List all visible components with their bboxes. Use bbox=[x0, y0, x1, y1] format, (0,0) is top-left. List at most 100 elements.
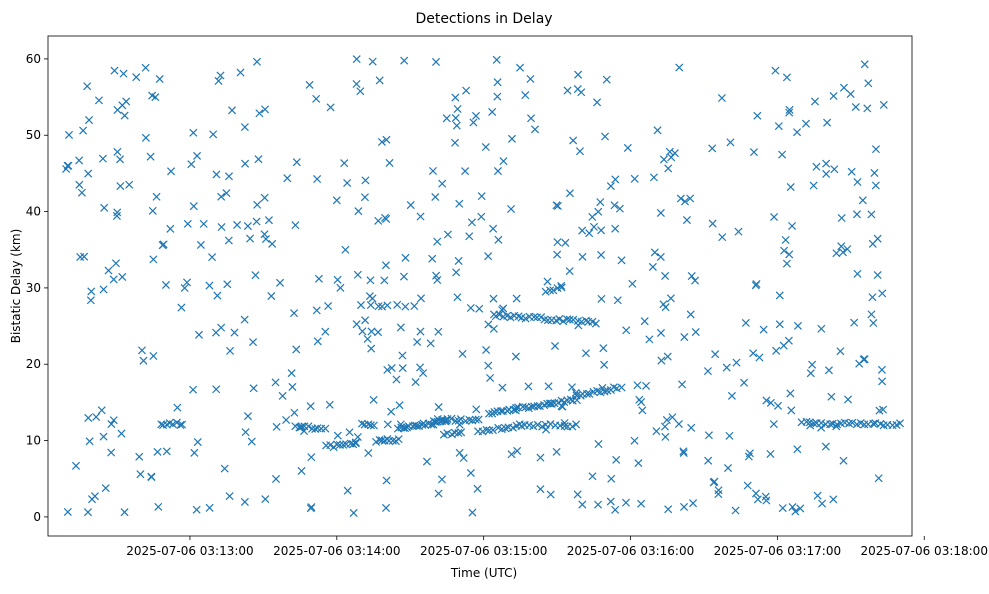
detection-marker bbox=[190, 448, 199, 457]
detection-marker bbox=[326, 103, 335, 112]
detection-marker bbox=[261, 495, 270, 504]
detection-marker bbox=[429, 417, 438, 426]
detection-marker bbox=[549, 286, 558, 295]
detection-marker bbox=[312, 94, 321, 103]
detection-marker bbox=[382, 135, 391, 144]
detection-marker bbox=[652, 427, 661, 436]
detection-marker bbox=[871, 181, 880, 190]
detection-marker bbox=[271, 378, 280, 387]
detection-marker bbox=[550, 341, 560, 351]
detection-marker bbox=[778, 150, 787, 159]
detection-marker bbox=[871, 145, 880, 154]
detection-marker bbox=[137, 346, 147, 355]
detection-marker bbox=[466, 303, 475, 313]
detection-marker bbox=[864, 79, 873, 88]
detection-marker bbox=[243, 412, 252, 421]
detection-marker bbox=[282, 415, 291, 425]
detection-marker bbox=[679, 447, 688, 456]
detection-marker bbox=[264, 216, 273, 225]
detection-marker bbox=[484, 252, 493, 261]
detection-marker bbox=[481, 142, 490, 152]
detection-marker bbox=[458, 349, 467, 358]
detection-marker bbox=[593, 98, 602, 107]
detection-marker bbox=[208, 253, 217, 262]
detection-marker bbox=[521, 314, 530, 323]
detection-marker bbox=[153, 447, 162, 456]
detection-marker bbox=[367, 344, 376, 353]
detection-marker bbox=[543, 316, 552, 325]
detection-marker bbox=[469, 118, 478, 127]
detection-marker bbox=[546, 286, 555, 295]
detection-marker bbox=[141, 133, 150, 142]
detection-marker bbox=[710, 477, 719, 486]
detection-marker bbox=[589, 222, 598, 231]
detection-marker bbox=[233, 220, 242, 229]
detection-marker bbox=[732, 358, 741, 367]
detection-marker bbox=[686, 194, 695, 203]
detection-marker bbox=[437, 475, 446, 484]
detection-marker bbox=[793, 321, 802, 330]
detection-marker bbox=[471, 415, 480, 424]
detection-marker bbox=[656, 252, 665, 261]
detection-marker bbox=[802, 417, 811, 426]
detection-marker bbox=[369, 421, 378, 430]
detection-marker bbox=[158, 241, 167, 250]
detection-marker bbox=[680, 333, 689, 342]
detection-marker bbox=[451, 113, 460, 123]
detection-marker bbox=[166, 167, 176, 176]
detection-marker bbox=[588, 472, 597, 481]
detection-marker bbox=[477, 212, 486, 221]
detection-marker bbox=[99, 285, 108, 294]
detection-marker bbox=[401, 253, 410, 262]
detection-marker bbox=[557, 283, 566, 292]
detection-marker bbox=[375, 76, 384, 85]
detection-marker bbox=[581, 349, 591, 358]
detection-marker bbox=[785, 105, 794, 114]
detection-marker bbox=[822, 169, 831, 178]
detection-marker bbox=[118, 272, 127, 281]
detection-marker bbox=[192, 505, 201, 514]
detection-marker bbox=[243, 222, 252, 231]
detection-marker bbox=[691, 276, 700, 285]
detection-marker bbox=[718, 233, 727, 242]
detection-marker bbox=[600, 132, 610, 141]
detection-marker bbox=[778, 504, 787, 513]
detection-marker bbox=[360, 193, 369, 202]
detection-marker bbox=[132, 73, 141, 82]
detection-marker bbox=[513, 446, 522, 455]
detection-marker bbox=[526, 74, 535, 84]
detection-marker bbox=[687, 423, 696, 432]
detection-marker bbox=[704, 456, 713, 465]
detection-marker bbox=[314, 274, 323, 283]
detection-marker bbox=[628, 279, 637, 288]
detection-marker bbox=[664, 505, 673, 514]
detection-marker bbox=[226, 346, 235, 355]
detection-marker bbox=[149, 351, 158, 360]
detection-marker bbox=[119, 69, 128, 78]
detection-marker bbox=[724, 464, 733, 473]
y-tick-label: 30 bbox=[26, 281, 41, 295]
detection-marker bbox=[633, 381, 642, 390]
detection-marker bbox=[878, 377, 887, 386]
detection-marker bbox=[675, 63, 684, 72]
detection-marker bbox=[497, 406, 506, 416]
detection-marker bbox=[640, 317, 649, 326]
y-axis-label: Bistatic Delay (km) bbox=[9, 229, 23, 344]
detection-marker bbox=[291, 221, 300, 230]
detection-marker bbox=[530, 125, 540, 134]
detection-marker bbox=[516, 63, 525, 72]
detection-marker bbox=[809, 419, 818, 428]
detection-marker bbox=[860, 355, 869, 364]
detection-marker bbox=[288, 382, 297, 391]
detection-marker bbox=[223, 280, 232, 289]
detection-marker bbox=[656, 208, 665, 217]
detection-marker bbox=[541, 287, 550, 296]
detection-marker bbox=[821, 442, 830, 451]
detection-marker bbox=[321, 424, 330, 433]
detection-marker bbox=[352, 79, 361, 88]
x-axis: 2025-07-06 03:13:00 2025-07-06 03:14:00 20… bbox=[126, 536, 988, 558]
detection-marker bbox=[766, 449, 775, 458]
detection-marker bbox=[559, 317, 568, 326]
detection-marker bbox=[80, 252, 89, 261]
detection-marker bbox=[611, 224, 620, 233]
